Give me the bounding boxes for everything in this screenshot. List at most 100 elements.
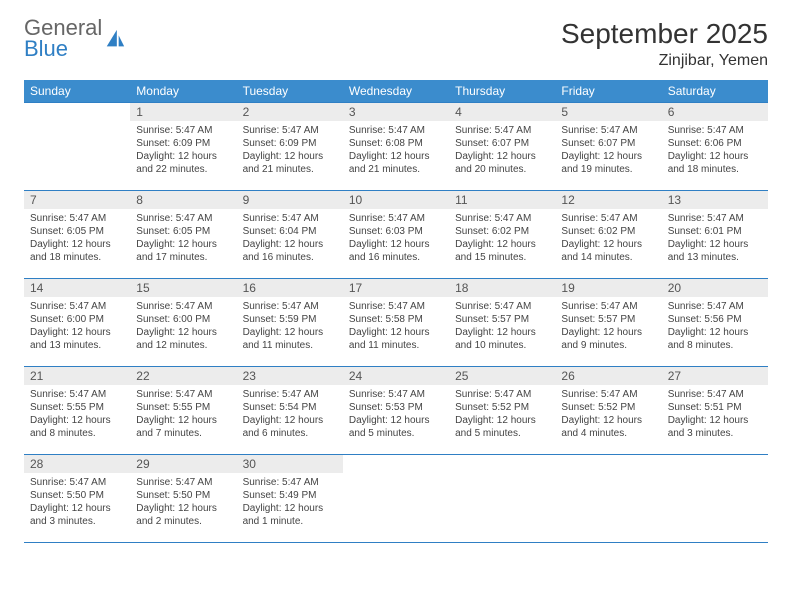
day-number: 3	[343, 103, 449, 121]
day-info-line: Sunrise: 5:47 AM	[455, 124, 549, 137]
day-number: 22	[130, 367, 236, 385]
day-info-line: Sunrise: 5:47 AM	[136, 124, 230, 137]
day-info-line: and 17 minutes.	[136, 251, 230, 264]
day-info-line: Sunset: 5:50 PM	[30, 489, 124, 502]
calendar-day-cell: 5Sunrise: 5:47 AMSunset: 6:07 PMDaylight…	[555, 103, 661, 191]
day-info-line: and 8 minutes.	[668, 339, 762, 352]
day-info-line: and 12 minutes.	[136, 339, 230, 352]
calendar-week-row: 7Sunrise: 5:47 AMSunset: 6:05 PMDaylight…	[24, 191, 768, 279]
day-info-line: Sunset: 6:08 PM	[349, 137, 443, 150]
day-number: 18	[449, 279, 555, 297]
day-info: Sunrise: 5:47 AMSunset: 6:00 PMDaylight:…	[130, 297, 236, 356]
day-number: 24	[343, 367, 449, 385]
day-info-line: Sunrise: 5:47 AM	[136, 388, 230, 401]
day-info-line: and 2 minutes.	[136, 515, 230, 528]
day-info-line: Sunrise: 5:47 AM	[349, 388, 443, 401]
calendar-day-cell: 30Sunrise: 5:47 AMSunset: 5:49 PMDayligh…	[237, 455, 343, 543]
day-info-line: and 5 minutes.	[455, 427, 549, 440]
day-info-line: Daylight: 12 hours	[30, 326, 124, 339]
day-info-line: and 15 minutes.	[455, 251, 549, 264]
day-info-line: Sunrise: 5:47 AM	[668, 124, 762, 137]
header: General Blue September 2025 Zinjibar, Ye…	[24, 18, 768, 70]
calendar-day-cell: 18Sunrise: 5:47 AMSunset: 5:57 PMDayligh…	[449, 279, 555, 367]
day-info-line: Sunrise: 5:47 AM	[30, 388, 124, 401]
calendar-day-cell: 24Sunrise: 5:47 AMSunset: 5:53 PMDayligh…	[343, 367, 449, 455]
day-info-line: Sunrise: 5:47 AM	[243, 300, 337, 313]
calendar-day-cell: 26Sunrise: 5:47 AMSunset: 5:52 PMDayligh…	[555, 367, 661, 455]
day-info-line: Sunrise: 5:47 AM	[668, 300, 762, 313]
day-info-line: Sunrise: 5:47 AM	[243, 124, 337, 137]
day-info: Sunrise: 5:47 AMSunset: 5:49 PMDaylight:…	[237, 473, 343, 532]
weekday-header: Saturday	[662, 80, 768, 103]
calendar-day-cell: 16Sunrise: 5:47 AMSunset: 5:59 PMDayligh…	[237, 279, 343, 367]
day-info-line: Sunrise: 5:47 AM	[561, 388, 655, 401]
day-info-line: and 11 minutes.	[243, 339, 337, 352]
day-info-line: and 3 minutes.	[668, 427, 762, 440]
day-info-line: Sunrise: 5:47 AM	[455, 388, 549, 401]
calendar-day-cell: 27Sunrise: 5:47 AMSunset: 5:51 PMDayligh…	[662, 367, 768, 455]
day-info: Sunrise: 5:47 AMSunset: 5:50 PMDaylight:…	[24, 473, 130, 532]
day-number: 19	[555, 279, 661, 297]
day-info: Sunrise: 5:47 AMSunset: 6:04 PMDaylight:…	[237, 209, 343, 268]
logo-sail-icon	[104, 28, 126, 50]
calendar-day-cell: 1Sunrise: 5:47 AMSunset: 6:09 PMDaylight…	[130, 103, 236, 191]
day-info-line: Sunset: 6:00 PM	[30, 313, 124, 326]
weekday-header: Friday	[555, 80, 661, 103]
day-number: 28	[24, 455, 130, 473]
day-info-line: Daylight: 12 hours	[136, 414, 230, 427]
day-info-line: Sunrise: 5:47 AM	[349, 212, 443, 225]
day-info-line: Daylight: 12 hours	[243, 150, 337, 163]
day-number: 14	[24, 279, 130, 297]
day-number: 20	[662, 279, 768, 297]
day-number: 30	[237, 455, 343, 473]
day-info-line: Sunset: 6:06 PM	[668, 137, 762, 150]
calendar-day-cell: 14Sunrise: 5:47 AMSunset: 6:00 PMDayligh…	[24, 279, 130, 367]
day-info-line: Daylight: 12 hours	[243, 238, 337, 251]
calendar-week-row: 1Sunrise: 5:47 AMSunset: 6:09 PMDaylight…	[24, 103, 768, 191]
calendar-day-cell: 12Sunrise: 5:47 AMSunset: 6:02 PMDayligh…	[555, 191, 661, 279]
day-info-line: and 9 minutes.	[561, 339, 655, 352]
day-info-line: Sunrise: 5:47 AM	[136, 212, 230, 225]
day-info-line: and 10 minutes.	[455, 339, 549, 352]
day-number: 6	[662, 103, 768, 121]
day-info: Sunrise: 5:47 AMSunset: 6:07 PMDaylight:…	[449, 121, 555, 180]
weekday-header: Wednesday	[343, 80, 449, 103]
day-info-line: Sunset: 6:05 PM	[30, 225, 124, 238]
day-info-line: Sunset: 6:09 PM	[136, 137, 230, 150]
day-info-line: Sunrise: 5:47 AM	[668, 388, 762, 401]
day-info-line: Sunrise: 5:47 AM	[136, 300, 230, 313]
day-info-line: Sunrise: 5:47 AM	[455, 212, 549, 225]
day-info-line: and 19 minutes.	[561, 163, 655, 176]
calendar-day-cell: 6Sunrise: 5:47 AMSunset: 6:06 PMDaylight…	[662, 103, 768, 191]
day-info-line: Daylight: 12 hours	[243, 502, 337, 515]
day-number: 2	[237, 103, 343, 121]
day-number: 25	[449, 367, 555, 385]
day-info: Sunrise: 5:47 AMSunset: 5:58 PMDaylight:…	[343, 297, 449, 356]
day-number: 16	[237, 279, 343, 297]
day-info: Sunrise: 5:47 AMSunset: 6:00 PMDaylight:…	[24, 297, 130, 356]
day-info: Sunrise: 5:47 AMSunset: 5:57 PMDaylight:…	[555, 297, 661, 356]
day-info: Sunrise: 5:47 AMSunset: 6:05 PMDaylight:…	[130, 209, 236, 268]
day-number: 9	[237, 191, 343, 209]
calendar-day-cell: 21Sunrise: 5:47 AMSunset: 5:55 PMDayligh…	[24, 367, 130, 455]
calendar-day-cell: 9Sunrise: 5:47 AMSunset: 6:04 PMDaylight…	[237, 191, 343, 279]
day-info-line: and 20 minutes.	[455, 163, 549, 176]
calendar-day-cell: 19Sunrise: 5:47 AMSunset: 5:57 PMDayligh…	[555, 279, 661, 367]
day-info-line: Sunset: 5:51 PM	[668, 401, 762, 414]
month-title: September 2025	[561, 18, 768, 50]
weekday-header: Sunday	[24, 80, 130, 103]
calendar-day-cell	[343, 455, 449, 543]
day-number: 10	[343, 191, 449, 209]
day-info: Sunrise: 5:47 AMSunset: 5:55 PMDaylight:…	[24, 385, 130, 444]
day-info-line: Daylight: 12 hours	[455, 414, 549, 427]
day-info: Sunrise: 5:47 AMSunset: 5:57 PMDaylight:…	[449, 297, 555, 356]
day-info-line: Sunset: 5:58 PM	[349, 313, 443, 326]
day-number: 17	[343, 279, 449, 297]
day-info-line: Sunrise: 5:47 AM	[243, 212, 337, 225]
day-info-line: Daylight: 12 hours	[349, 326, 443, 339]
location-label: Zinjibar, Yemen	[561, 52, 768, 70]
day-info-line: Daylight: 12 hours	[561, 326, 655, 339]
logo: General Blue	[24, 18, 126, 60]
weekday-header: Thursday	[449, 80, 555, 103]
weekday-header: Monday	[130, 80, 236, 103]
